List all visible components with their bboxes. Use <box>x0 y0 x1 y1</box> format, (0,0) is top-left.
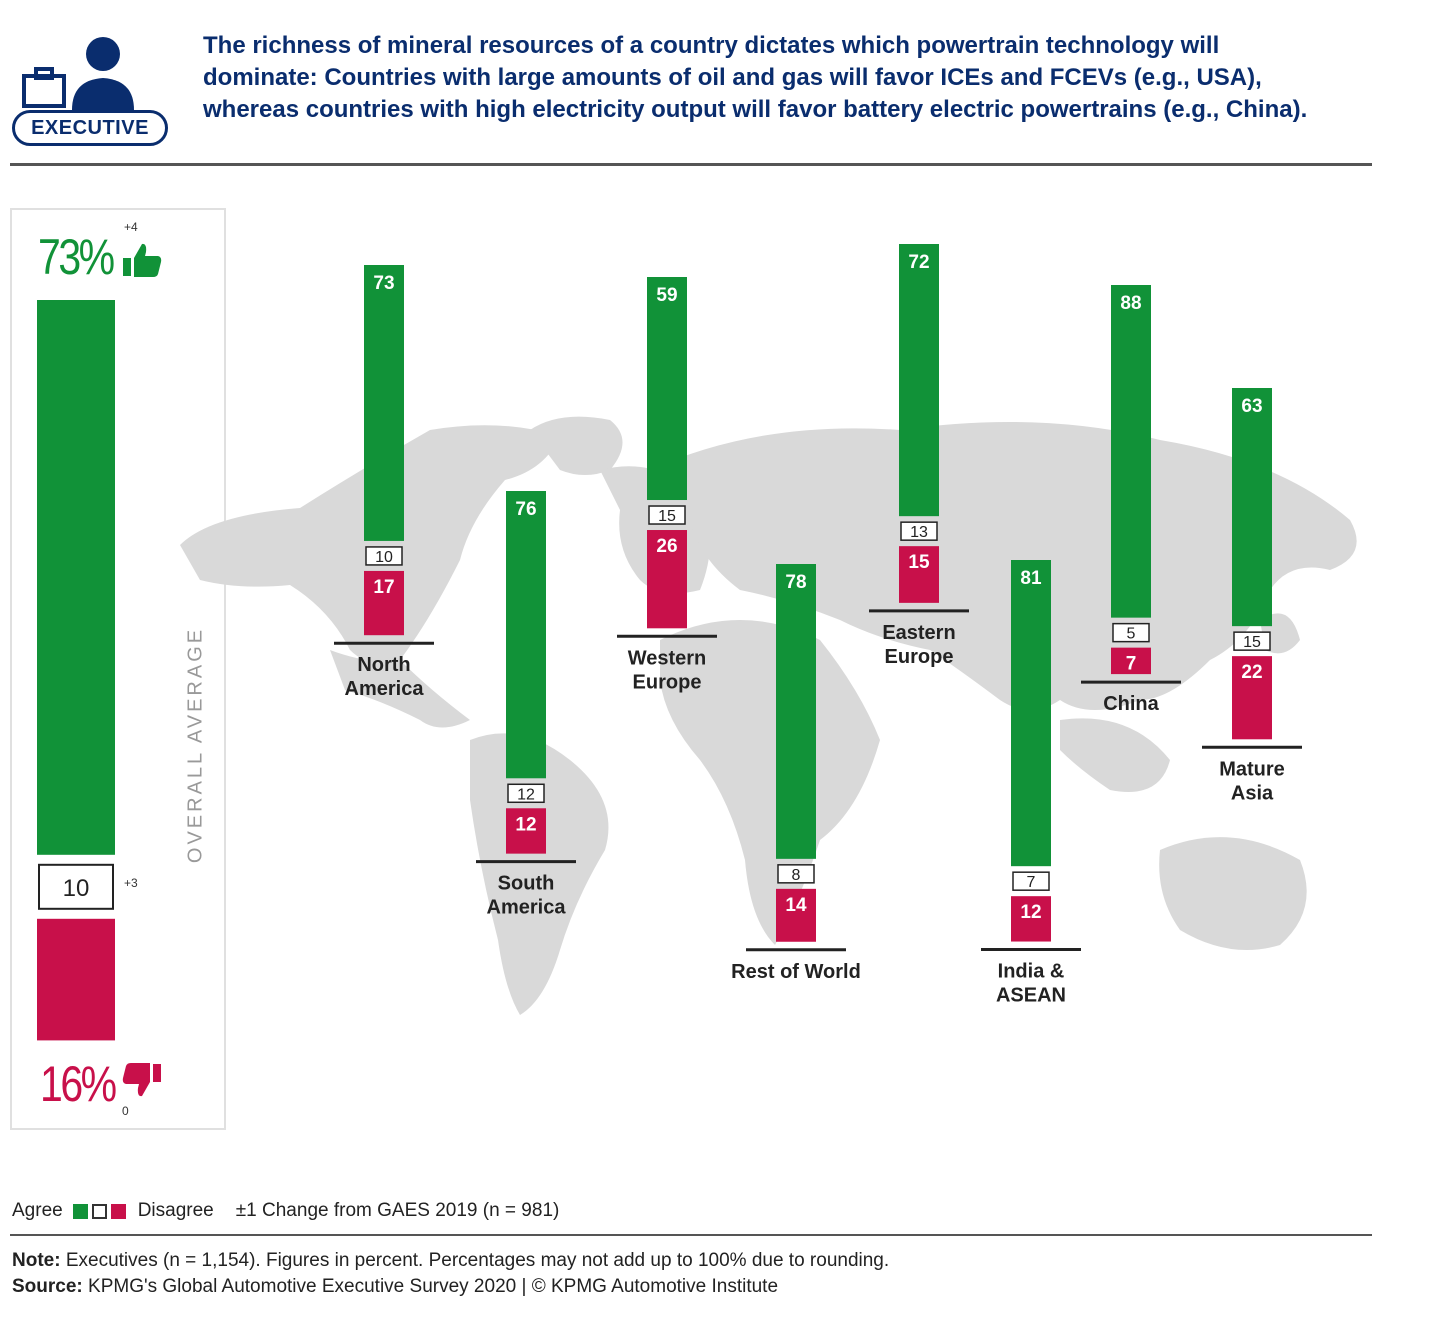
disagree-bar-south-america <box>506 808 546 854</box>
legend-agree-swatch <box>72 1203 88 1219</box>
legend-disagree-label: Disagree <box>137 1200 214 1221</box>
overall-neutral-change: +3 <box>124 876 138 890</box>
overall-agree-bar <box>37 300 115 855</box>
footer-divider <box>10 1234 1372 1236</box>
agree-bar-china <box>1111 285 1151 618</box>
disagree-bar-rest-of-world <box>776 888 816 942</box>
disagree-bar-china <box>1111 647 1151 675</box>
neutral-value-rest-of-world: 8 <box>792 867 801 884</box>
agree-value-south-america: 76 <box>515 499 536 520</box>
header-divider <box>10 163 1372 166</box>
disagree-value-north-america: 17 <box>373 577 394 598</box>
region-label-china: China <box>1103 693 1159 715</box>
note-label: Note: <box>12 1250 61 1271</box>
neutral-value-western-europe: 15 <box>658 508 676 525</box>
region-label-rest-of-world: Rest of World <box>731 961 861 983</box>
overall-disagree-percent: 16% <box>40 1056 117 1112</box>
overall-agree-percent: 73% <box>38 229 115 285</box>
footer-note: Note: Executives (n = 1,154). Figures in… <box>12 1250 889 1272</box>
disagree-value-south-america: 12 <box>515 814 536 835</box>
disagree-value-india-and-asean: 12 <box>1020 902 1041 923</box>
overall-agree-change: +4 <box>124 220 138 234</box>
overall-neutral-box <box>38 863 114 910</box>
region-label-south-america: South America <box>487 873 567 919</box>
disagree-value-china: 7 <box>1126 654 1137 675</box>
note-text: Executives (n = 1,154). Figures in perce… <box>60 1250 890 1271</box>
world-map <box>180 416 1357 1015</box>
agree-value-eastern-europe: 72 <box>908 252 929 273</box>
region-label-north-america: North America <box>345 654 425 700</box>
legend-disagree-swatch <box>110 1203 126 1219</box>
neutral-box-mature-asia <box>1233 631 1271 651</box>
disagree-bar-eastern-europe <box>899 546 939 603</box>
agree-value-india-and-asean: 81 <box>1020 568 1042 589</box>
agree-value-north-america: 73 <box>373 273 394 294</box>
disagree-bar-india-and-asean <box>1011 896 1051 942</box>
agree-bar-mature-asia <box>1232 388 1272 627</box>
agree-bar-india-and-asean <box>1011 560 1051 867</box>
agree-bar-rest-of-world <box>776 564 816 859</box>
neutral-value-eastern-europe: 13 <box>910 524 928 541</box>
agree-value-china: 88 <box>1120 293 1141 314</box>
agree-bar-eastern-europe <box>899 244 939 517</box>
disagree-bar-western-europe <box>647 530 687 629</box>
disagree-value-western-europe: 26 <box>656 536 677 557</box>
overall-disagree-bar <box>37 918 115 1041</box>
disagree-value-rest-of-world: 14 <box>785 895 807 916</box>
agree-value-western-europe: 59 <box>656 285 677 306</box>
thumbs-up-icon <box>123 243 162 277</box>
overall-disagree-change: 0 <box>122 1104 129 1118</box>
agree-bar-western-europe <box>647 277 687 501</box>
neutral-value-india-and-asean: 7 <box>1027 874 1036 891</box>
disagree-bar-north-america <box>364 570 404 636</box>
footer-source: Source: KPMG's Global Automotive Executi… <box>12 1276 778 1298</box>
headline: The richness of mineral resources of a c… <box>203 32 1308 123</box>
neutral-box-western-europe <box>648 505 686 525</box>
neutral-value-north-america: 10 <box>375 549 393 566</box>
neutral-box-india-and-asean <box>1012 871 1050 891</box>
disagree-value-eastern-europe: 15 <box>908 552 930 573</box>
agree-value-mature-asia: 63 <box>1241 396 1262 417</box>
agree-bar-north-america <box>364 265 404 541</box>
source-text: KPMG's Global Automotive Executive Surve… <box>82 1276 779 1297</box>
neutral-box-south-america <box>507 783 545 804</box>
legend: Agree Disagree ±1 Change from GAES 2019 … <box>12 1200 559 1222</box>
region-label-mature-asia: Mature Asia <box>1219 758 1285 804</box>
thumbs-down-icon <box>122 1063 161 1097</box>
disagree-value-mature-asia: 22 <box>1241 662 1262 683</box>
executive-icon <box>22 37 134 110</box>
neutral-value-china: 5 <box>1127 626 1136 643</box>
legend-agree-label: Agree <box>12 1200 63 1221</box>
neutral-box-china <box>1112 622 1150 643</box>
region-label-western-europe: Western Europe <box>628 647 707 693</box>
agree-value-rest-of-world: 78 <box>785 572 806 593</box>
region-label-eastern-europe: Eastern Europe <box>882 622 955 668</box>
neutral-box-rest-of-world <box>777 864 815 884</box>
neutral-box-eastern-europe <box>900 521 938 541</box>
agree-bar-south-america <box>506 491 546 779</box>
disagree-bar-mature-asia <box>1232 656 1272 740</box>
legend-change-label: ±1 Change from GAES 2019 (n = 981) <box>235 1200 560 1221</box>
executive-badge: EXECUTIVE <box>12 110 168 146</box>
neutral-box-north-america <box>365 546 403 566</box>
source-label: Source: <box>12 1276 83 1297</box>
legend-neutral-swatch <box>91 1203 107 1219</box>
neutral-value-south-america: 12 <box>517 786 535 803</box>
region-label-india-and-asean: India & ASEAN <box>996 961 1066 1007</box>
overall-neutral-value: 10 <box>63 875 90 902</box>
neutral-value-mature-asia: 15 <box>1243 634 1261 651</box>
